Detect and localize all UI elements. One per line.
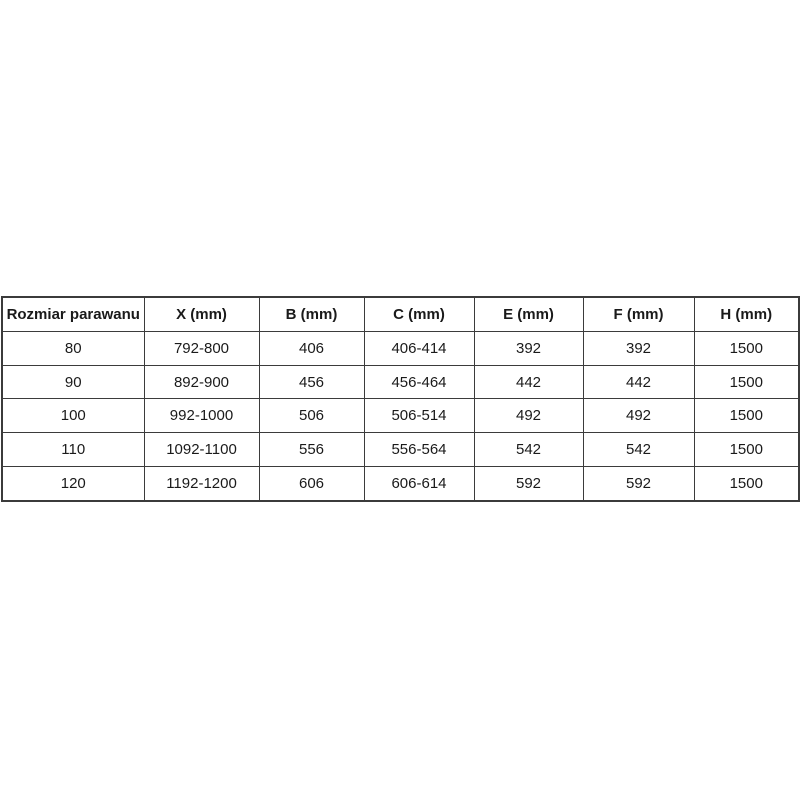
table-cell-x: 992-1000 [143, 398, 260, 434]
table-cell-c: 606-614 [363, 465, 475, 502]
table-row: 80 792-800 406 406-414 392 392 1500 [1, 331, 800, 366]
table-cell-x: 792-800 [143, 331, 260, 366]
table-cell-f: 592 [582, 465, 695, 502]
column-header-b-mm: B (mm) [258, 296, 365, 332]
column-header-h-mm: H (mm) [693, 296, 800, 332]
table-cell-x: 1192-1200 [143, 465, 260, 502]
header-row: Rozmiar parawanu X (mm) B (mm) C (mm) E … [1, 296, 800, 332]
table-cell-b: 556 [258, 432, 365, 467]
table-cell-f: 492 [582, 398, 695, 434]
column-header-x-mm: X (mm) [143, 296, 260, 332]
table-cell-b: 456 [258, 364, 365, 400]
table-cell-e: 592 [473, 465, 584, 502]
table-cell-c: 406-414 [363, 331, 475, 366]
table-cell-h: 1500 [693, 331, 800, 366]
table-cell-e: 392 [473, 331, 584, 366]
table-cell-e: 442 [473, 364, 584, 400]
table-cell-c: 506-514 [363, 398, 475, 434]
table-cell-x: 1092-1100 [143, 432, 260, 467]
table-cell-h: 1500 [693, 398, 800, 434]
table-cell-c: 556-564 [363, 432, 475, 467]
table-row: 110 1092-1100 556 556-564 542 542 1500 [1, 432, 800, 467]
size-spec-table: Rozmiar parawanu X (mm) B (mm) C (mm) E … [1, 296, 800, 502]
table-cell-size: 120 [1, 465, 145, 502]
table-cell-e: 492 [473, 398, 584, 434]
column-header-f-mm: F (mm) [582, 296, 695, 332]
column-header-e-mm: E (mm) [473, 296, 584, 332]
table-cell-b: 506 [258, 398, 365, 434]
table-cell-h: 1500 [693, 432, 800, 467]
table-cell-e: 542 [473, 432, 584, 467]
table-cell-f: 392 [582, 331, 695, 366]
table-cell-x: 892-900 [143, 364, 260, 400]
table-cell-b: 406 [258, 331, 365, 366]
table-cell-h: 1500 [693, 364, 800, 400]
table-row: 100 992-1000 506 506-514 492 492 1500 [1, 398, 800, 434]
table-cell-c: 456-464 [363, 364, 475, 400]
table-cell-f: 542 [582, 432, 695, 467]
column-header-c-mm: C (mm) [363, 296, 475, 332]
table-cell-size: 80 [1, 331, 145, 366]
table-cell-b: 606 [258, 465, 365, 502]
table-cell-size: 100 [1, 398, 145, 434]
table-cell-f: 442 [582, 364, 695, 400]
table-cell-size: 110 [1, 432, 145, 467]
table-cell-h: 1500 [693, 465, 800, 502]
column-header-rozmiar-parawanu: Rozmiar parawanu [1, 296, 145, 332]
table-row: 90 892-900 456 456-464 442 442 1500 [1, 364, 800, 400]
table-row: 120 1192-1200 606 606-614 592 592 1500 [1, 465, 800, 502]
table-cell-size: 90 [1, 364, 145, 400]
